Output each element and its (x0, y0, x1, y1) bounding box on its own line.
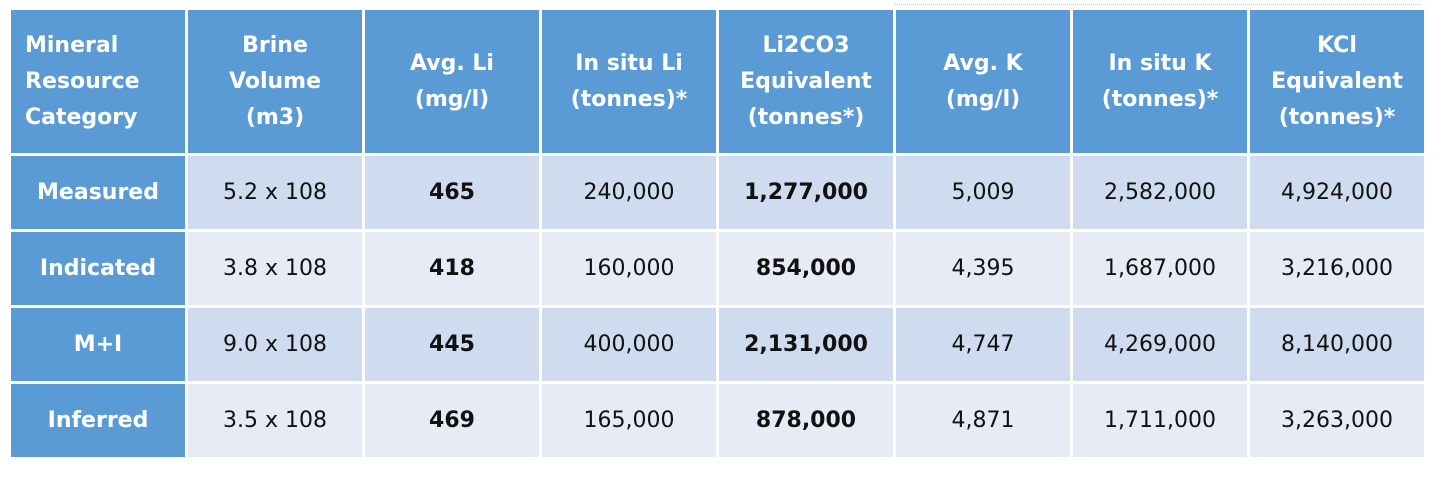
header-line: Equivalent (740, 68, 872, 94)
in-situ-k-cell: 1,711,000 (1073, 384, 1247, 457)
kcl-cell: 3,216,000 (1250, 232, 1424, 305)
header-line: (tonnes*) (747, 104, 865, 130)
brine-volume-cell: 9.0 x 108 (188, 308, 362, 381)
table-row-inferred: Inferred 3.5 x 108 469 165,000 878,000 4… (11, 384, 1424, 457)
avg-k-cell: 4,395 (896, 232, 1070, 305)
header-line: Category (25, 104, 138, 130)
header-line: Avg. K (943, 50, 1023, 76)
avg-k-cell: 4,747 (896, 308, 1070, 381)
brine-volume-cell: 3.8 x 108 (188, 232, 362, 305)
header-mineral-resource-category: Mineral Resource Category (11, 10, 185, 153)
table-row-indicated: Indicated 3.8 x 108 418 160,000 854,000 … (11, 232, 1424, 305)
li2co3-cell: 1,277,000 (719, 156, 893, 229)
header-line: (mg/l) (945, 86, 1021, 112)
header-line: Li2CO3 (762, 32, 850, 58)
header-brine-volume: Brine Volume (m3) (188, 10, 362, 153)
avg-li-cell: 418 (365, 232, 539, 305)
header-kcl-equivalent: KCl Equivalent (tonnes)* (1250, 10, 1424, 153)
table-row-measured: Measured 5.2 x 108 465 240,000 1,277,000… (11, 156, 1424, 229)
header-line: (mg/l) (414, 86, 490, 112)
category-cell: Measured (11, 156, 185, 229)
header-in-situ-k: In situ K (tonnes)* (1073, 10, 1247, 153)
brine-volume-cell: 5.2 x 108 (188, 156, 362, 229)
in-situ-k-cell: 1,687,000 (1073, 232, 1247, 305)
kcl-cell: 4,924,000 (1250, 156, 1424, 229)
header-in-situ-li: In situ Li (tonnes)* (542, 10, 716, 153)
header-line: Brine (242, 32, 308, 58)
avg-li-cell: 469 (365, 384, 539, 457)
header-line: Mineral (25, 32, 119, 58)
li2co3-cell: 878,000 (719, 384, 893, 457)
avg-k-cell: 4,871 (896, 384, 1070, 457)
header-line: (tonnes)* (1101, 86, 1219, 112)
header-line: Avg. Li (410, 50, 494, 76)
header-line: Resource (25, 68, 140, 94)
header-line: In situ K (1108, 50, 1212, 76)
avg-li-cell: 465 (365, 156, 539, 229)
brine-volume-cell: 3.5 x 108 (188, 384, 362, 457)
category-cell: M+I (11, 308, 185, 381)
li2co3-cell: 2,131,000 (719, 308, 893, 381)
header-line: (m3) (245, 104, 305, 130)
in-situ-li-cell: 240,000 (542, 156, 716, 229)
mineral-resource-table: Mineral Resource Category Brine Volume (… (8, 7, 1427, 460)
header-line: Equivalent (1271, 68, 1403, 94)
header-line: In situ Li (575, 50, 683, 76)
kcl-cell: 3,263,000 (1250, 384, 1424, 457)
in-situ-k-cell: 2,582,000 (1073, 156, 1247, 229)
in-situ-li-cell: 400,000 (542, 308, 716, 381)
category-cell: Inferred (11, 384, 185, 457)
header-avg-k: Avg. K (mg/l) (896, 10, 1070, 153)
header-line: KCl (1317, 32, 1357, 58)
category-cell: Indicated (11, 232, 185, 305)
header-avg-li: Avg. Li (mg/l) (365, 10, 539, 153)
header-line: (tonnes)* (570, 86, 688, 112)
table-row-m-plus-i: M+I 9.0 x 108 445 400,000 2,131,000 4,74… (11, 308, 1424, 381)
avg-li-cell: 445 (365, 308, 539, 381)
header-li2co3-equivalent: Li2CO3 Equivalent (tonnes*) (719, 10, 893, 153)
in-situ-li-cell: 160,000 (542, 232, 716, 305)
header-line: (tonnes)* (1278, 104, 1396, 130)
in-situ-k-cell: 4,269,000 (1073, 308, 1247, 381)
top-dotted-divider (895, 4, 1420, 5)
header-line: Volume (229, 68, 321, 94)
header-row: Mineral Resource Category Brine Volume (… (11, 10, 1424, 153)
in-situ-li-cell: 165,000 (542, 384, 716, 457)
avg-k-cell: 5,009 (896, 156, 1070, 229)
kcl-cell: 8,140,000 (1250, 308, 1424, 381)
li2co3-cell: 854,000 (719, 232, 893, 305)
